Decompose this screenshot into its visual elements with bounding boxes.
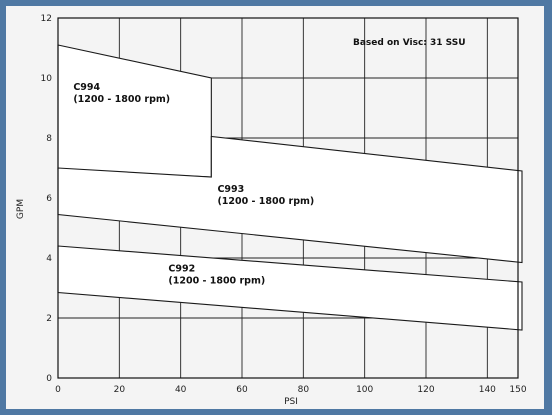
y-tick-label: 10: [41, 74, 53, 84]
x-tick-label: 120: [417, 385, 434, 395]
axes: 0 20 40 60 80 100 120 140 150 0 2 4 6 8 10 12: [41, 14, 527, 395]
y-tick-label: 2: [46, 314, 52, 324]
x-tick-label: 20: [114, 385, 126, 395]
region-c992: [57, 245, 523, 331]
x-axis-label: PSI: [284, 397, 298, 407]
y-tick-label: 6: [46, 194, 52, 204]
y-tick-label: 8: [46, 134, 52, 144]
region-labels: C994(1200 - 1800 rpm)C993(1200 - 1800 rp…: [73, 82, 314, 287]
x-tick-label: 140: [479, 385, 496, 395]
regions: [57, 44, 523, 331]
y-axis-label: GPM: [16, 199, 26, 219]
x-tick-label: 0: [55, 385, 61, 395]
x-tick-label: 40: [175, 385, 187, 395]
chart-frame: C994 (1200 - 1800 rpm) C993 (1200 - 1800 rp…: [6, 6, 544, 409]
region-c994: [57, 44, 212, 178]
y-tick-label: 4: [46, 254, 52, 264]
region-label-line: C992: [168, 264, 195, 275]
x-tick-label: 150: [509, 385, 526, 395]
region-label-line: C994: [73, 82, 100, 93]
region-label-line: (1200 - 1800 rpm): [217, 196, 314, 207]
viscosity-note: Based on Visc: 31 SSU: [353, 38, 466, 48]
region-label-line: (1200 - 1800 rpm): [73, 94, 170, 105]
x-tick-label: 100: [356, 385, 373, 395]
x-tick-label: 60: [236, 385, 248, 395]
chart-svg: C994(1200 - 1800 rpm)C993(1200 - 1800 rp…: [16, 14, 527, 407]
y-tick-label: 0: [46, 374, 52, 384]
region-label-line: C993: [217, 184, 244, 195]
region-label-line: (1200 - 1800 rpm): [168, 276, 265, 287]
y-tick-label: 12: [41, 14, 52, 24]
plot-border: [57, 17, 519, 379]
x-tick-label: 80: [298, 385, 310, 395]
